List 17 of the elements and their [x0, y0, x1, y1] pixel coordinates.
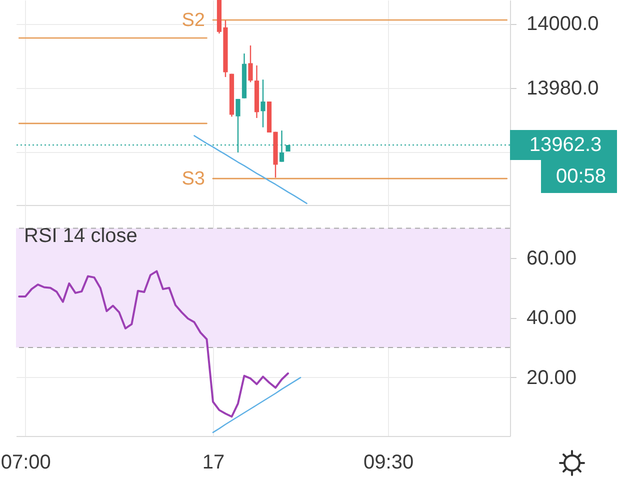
- line-series: [212, 376, 302, 434]
- y-tick-label: 60.00: [526, 248, 577, 270]
- y-tick-label: 40.00: [526, 307, 577, 330]
- text: RSI 14 close: [24, 225, 138, 247]
- y-tick-label: 20.00: [526, 366, 577, 389]
- x-tick-label: 09:30: [364, 452, 414, 474]
- x-tick-label: 07:00: [0, 452, 51, 474]
- series-label: S2: [182, 10, 205, 31]
- text: 00:58: [556, 166, 606, 188]
- candlestick: [260, 79, 266, 128]
- series-label: S3: [182, 168, 205, 190]
- candlestick: [248, 44, 253, 83]
- line-series: [18, 270, 290, 418]
- ref-line-label: 13962.3: [529, 134, 602, 156]
- x-tick-label: 17: [202, 452, 225, 474]
- y-tick-label: 13980.0: [526, 77, 599, 100]
- y-tick-label: 14000.0: [526, 13, 599, 36]
